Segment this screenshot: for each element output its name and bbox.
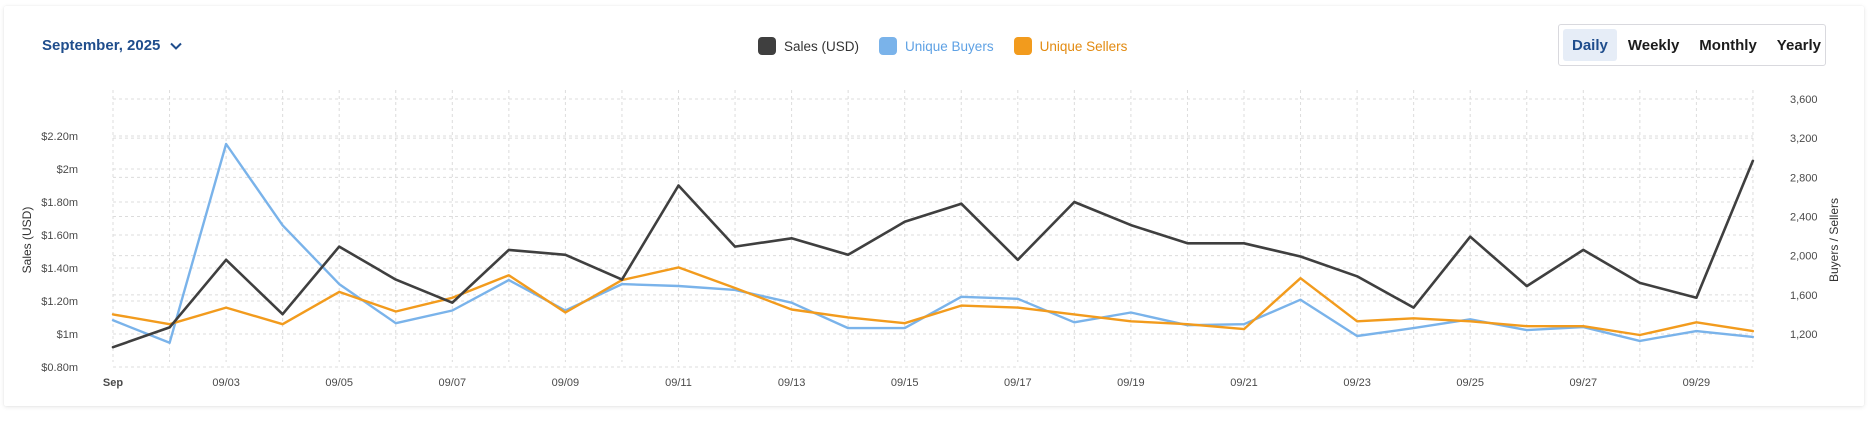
legend-swatch-sales — [758, 37, 776, 55]
legend-label-sellers: Unique Sellers — [1039, 38, 1128, 54]
y-tick-label-right: 3,200 — [1790, 133, 1818, 145]
tab-daily[interactable]: Daily — [1563, 29, 1617, 61]
y-tick-label-right: 2,000 — [1790, 251, 1818, 263]
x-tick-label: 09/07 — [439, 377, 467, 389]
chart-ticks: $0.80m $1m $1.20m $1.40m $1.60m $1.80m $2m $2.2… — [41, 94, 1817, 389]
chart-card — [4, 6, 1864, 406]
x-tick-label: Sep — [103, 377, 123, 389]
x-tick-label: 09/19 — [1117, 377, 1145, 389]
legend-item-sellers[interactable]: Unique Sellers — [1013, 37, 1128, 55]
x-tick-label: 09/09 — [552, 377, 580, 389]
x-tick-label: 09/27 — [1570, 377, 1598, 389]
x-tick-label: 09/11 — [665, 377, 692, 389]
y-tick-label-right: 2,400 — [1790, 212, 1818, 224]
legend-item-sales[interactable]: Sales (USD) — [758, 37, 859, 55]
chevron-down-icon — [170, 42, 183, 50]
y-tick-label-left: $0.80m — [41, 362, 78, 374]
granularity-tabs: Daily Weekly Monthly Yearly — [1558, 24, 1826, 66]
period-selector[interactable]: September, 2025 — [42, 37, 183, 54]
tab-weekly[interactable]: Weekly — [1627, 36, 1680, 54]
y-tick-label-left: $2.20m — [41, 131, 78, 143]
x-tick-label: 09/17 — [1004, 377, 1032, 389]
x-tick-label: 09/03 — [212, 377, 240, 389]
y-tick-label-left: $1m — [57, 329, 78, 341]
legend-swatch-sellers — [1013, 37, 1032, 55]
y-tick-label-left: $1.40m — [41, 263, 78, 275]
chart-legend: Sales (USD) Unique Buyers Unique Sellers — [758, 37, 1127, 55]
x-tick-label: 09/23 — [1343, 377, 1371, 389]
tab-yearly[interactable]: Yearly — [1776, 36, 1822, 54]
legend-label-sales: Sales (USD) — [784, 38, 860, 54]
period-selector-label: September, 2025 — [42, 37, 161, 54]
chart-series — [111, 142, 1755, 349]
y-tick-label-right: 3,600 — [1790, 94, 1818, 106]
y-tick-label-left: $1.80m — [41, 197, 78, 209]
series-line-buyers[interactable] — [111, 142, 1755, 344]
y-tick-label-right: 1,600 — [1790, 290, 1818, 302]
y-tick-label-right: 2,800 — [1790, 172, 1818, 184]
y-axis-title-left: Sales (USD) — [20, 207, 34, 274]
series-line-sales[interactable] — [111, 159, 1755, 349]
x-tick-label: 09/25 — [1456, 377, 1484, 389]
legend-label-buyers: Unique Buyers — [905, 38, 994, 54]
legend-item-buyers[interactable]: Unique Buyers — [879, 37, 994, 55]
y-tick-label-left: $1.20m — [41, 296, 78, 308]
y-axis-title-right: Buyers / Sellers — [1827, 198, 1841, 282]
tab-monthly[interactable]: Monthly — [1699, 36, 1757, 54]
y-tick-label-left: $2m — [57, 164, 78, 176]
x-tick-label: 09/15 — [891, 377, 919, 389]
x-tick-label: 09/29 — [1683, 377, 1711, 389]
x-tick-label: 09/13 — [778, 377, 806, 389]
legend-swatch-buyers — [879, 37, 898, 55]
series-line-sellers[interactable] — [111, 266, 1755, 337]
x-tick-label: 09/05 — [325, 377, 353, 389]
y-tick-label-right: 1,200 — [1790, 329, 1818, 341]
y-tick-label-left: $1.60m — [41, 230, 78, 242]
x-tick-label: 09/21 — [1230, 377, 1258, 389]
